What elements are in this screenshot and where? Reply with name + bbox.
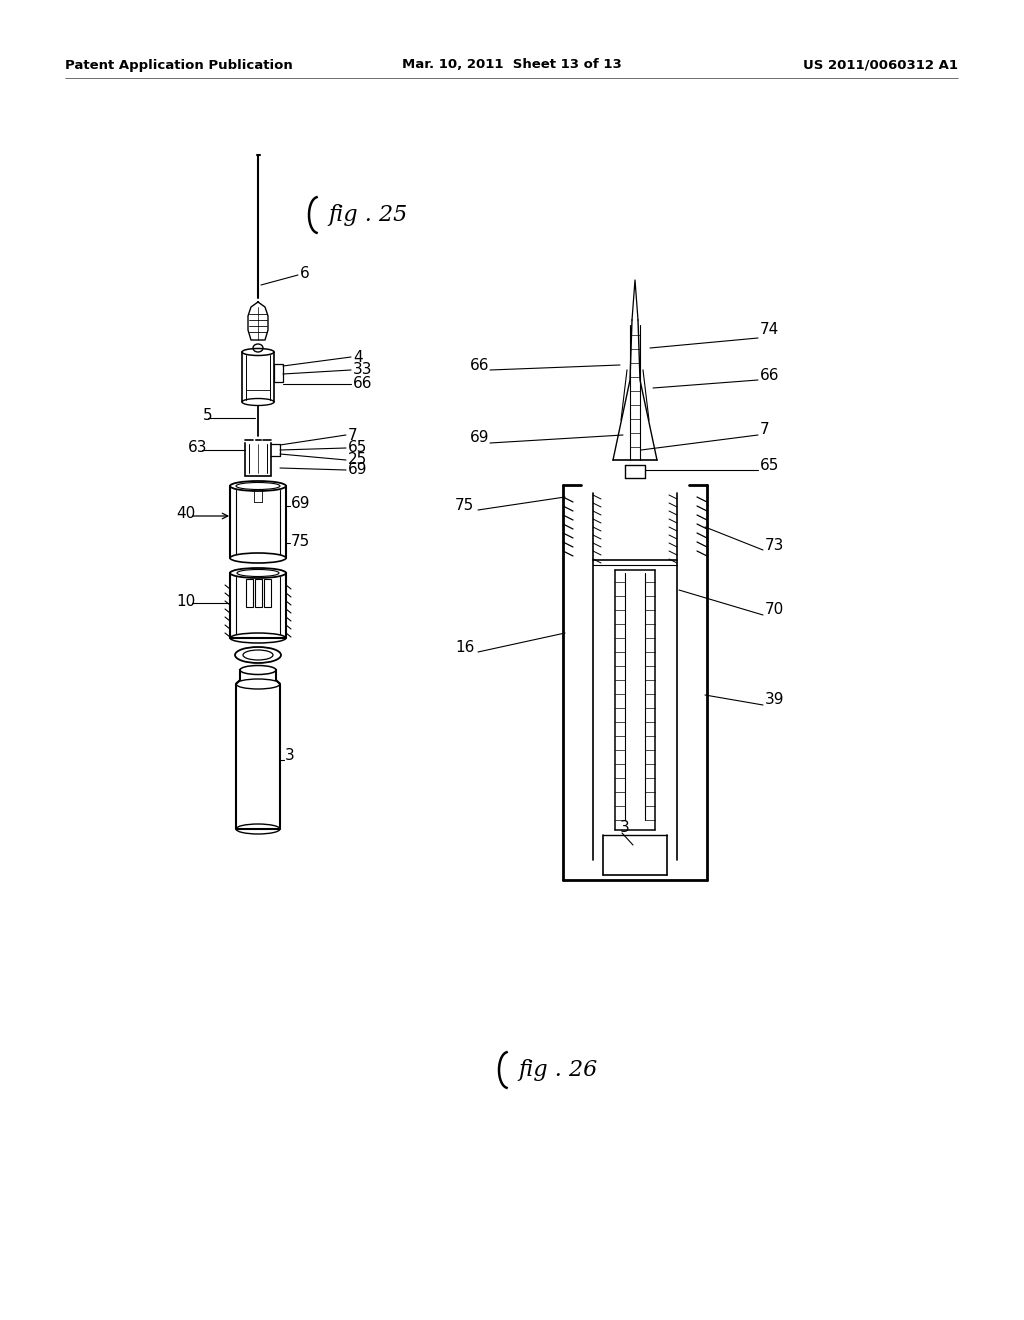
Text: fig . 26: fig . 26 <box>518 1059 597 1081</box>
Text: 70: 70 <box>765 602 784 618</box>
Text: 75: 75 <box>291 533 310 549</box>
Text: 65: 65 <box>348 441 368 455</box>
Text: Mar. 10, 2011  Sheet 13 of 13: Mar. 10, 2011 Sheet 13 of 13 <box>402 58 622 71</box>
Text: 6: 6 <box>300 267 309 281</box>
Text: 7: 7 <box>348 428 357 442</box>
Text: 66: 66 <box>470 358 489 372</box>
Bar <box>245 440 271 477</box>
Text: 69: 69 <box>348 462 368 478</box>
Text: 4: 4 <box>353 350 362 364</box>
Text: Patent Application Publication: Patent Application Publication <box>65 58 293 71</box>
Text: 10: 10 <box>176 594 196 609</box>
Text: 66: 66 <box>760 367 779 383</box>
Text: 75: 75 <box>455 499 474 513</box>
Text: 39: 39 <box>765 693 784 708</box>
Text: 65: 65 <box>760 458 779 473</box>
Text: 63: 63 <box>188 441 208 455</box>
Text: US 2011/0060312 A1: US 2011/0060312 A1 <box>803 58 958 71</box>
Text: 5: 5 <box>203 408 213 424</box>
Bar <box>246 579 253 607</box>
Text: 25: 25 <box>348 453 368 467</box>
Text: 74: 74 <box>760 322 779 338</box>
Text: 69: 69 <box>291 496 310 511</box>
Text: 16: 16 <box>455 640 474 656</box>
Text: 3: 3 <box>285 747 295 763</box>
Text: 7: 7 <box>760 422 770 437</box>
Text: fig . 25: fig . 25 <box>328 205 408 226</box>
Text: 69: 69 <box>470 430 489 446</box>
Bar <box>274 364 283 381</box>
Text: 3: 3 <box>620 821 630 836</box>
Text: 66: 66 <box>353 376 373 392</box>
Bar <box>255 579 261 607</box>
Bar <box>263 579 270 607</box>
Text: 40: 40 <box>176 507 196 521</box>
Text: 73: 73 <box>765 537 784 553</box>
Text: 33: 33 <box>353 363 373 378</box>
